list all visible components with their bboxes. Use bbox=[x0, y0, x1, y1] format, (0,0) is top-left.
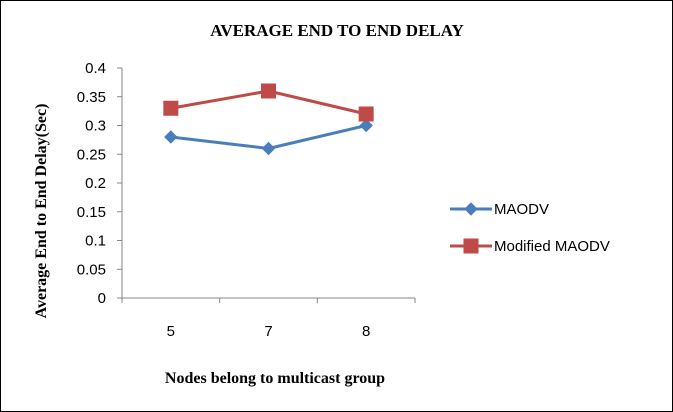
series-2 bbox=[163, 83, 374, 122]
x-tick-label: 7 bbox=[264, 323, 272, 340]
x-axis-title: Nodes belong to multicast group bbox=[165, 370, 385, 387]
data-point bbox=[359, 118, 373, 133]
legend: MAODV Modified MAODV bbox=[450, 201, 610, 255]
legend-label: MAODV bbox=[494, 201, 549, 218]
y-tick-label: 0.25 bbox=[77, 146, 106, 163]
y-tick-label: 0.05 bbox=[77, 261, 106, 278]
x-tick-label: 5 bbox=[167, 323, 175, 340]
series-1 bbox=[164, 118, 373, 156]
y-tick-label: 0.1 bbox=[85, 233, 106, 250]
data-point bbox=[163, 100, 179, 116]
data-point bbox=[164, 130, 178, 144]
legend-swatch-marker bbox=[464, 202, 478, 216]
data-point bbox=[261, 83, 276, 99]
chart-title: AVERAGE END TO END DELAY bbox=[210, 21, 464, 40]
y-tick-label: 0.35 bbox=[77, 89, 106, 106]
legend-label: Modified MAODV bbox=[494, 238, 610, 255]
data-point bbox=[261, 141, 276, 156]
axes-layer: 0 0.05 0.1 0.15 0.2 0.25 0.3 0.35 0.4 5 7 8 bbox=[77, 60, 416, 340]
series-layer bbox=[163, 83, 374, 156]
y-tick-label: 0.3 bbox=[85, 118, 106, 135]
legend-item: Modified MAODV bbox=[450, 238, 610, 255]
x-tick-label: 8 bbox=[362, 323, 370, 340]
y-tick-label: 0.2 bbox=[85, 175, 106, 192]
data-point bbox=[358, 106, 374, 122]
y-axis-title: Average End to End Delay(Sec) bbox=[33, 104, 50, 319]
y-tick-label: 0.4 bbox=[85, 60, 106, 77]
y-tick-label: 0 bbox=[98, 290, 106, 307]
y-tick-label: 0.15 bbox=[77, 204, 106, 221]
legend-swatch-marker bbox=[463, 238, 479, 254]
legend-item: MAODV bbox=[450, 201, 549, 218]
